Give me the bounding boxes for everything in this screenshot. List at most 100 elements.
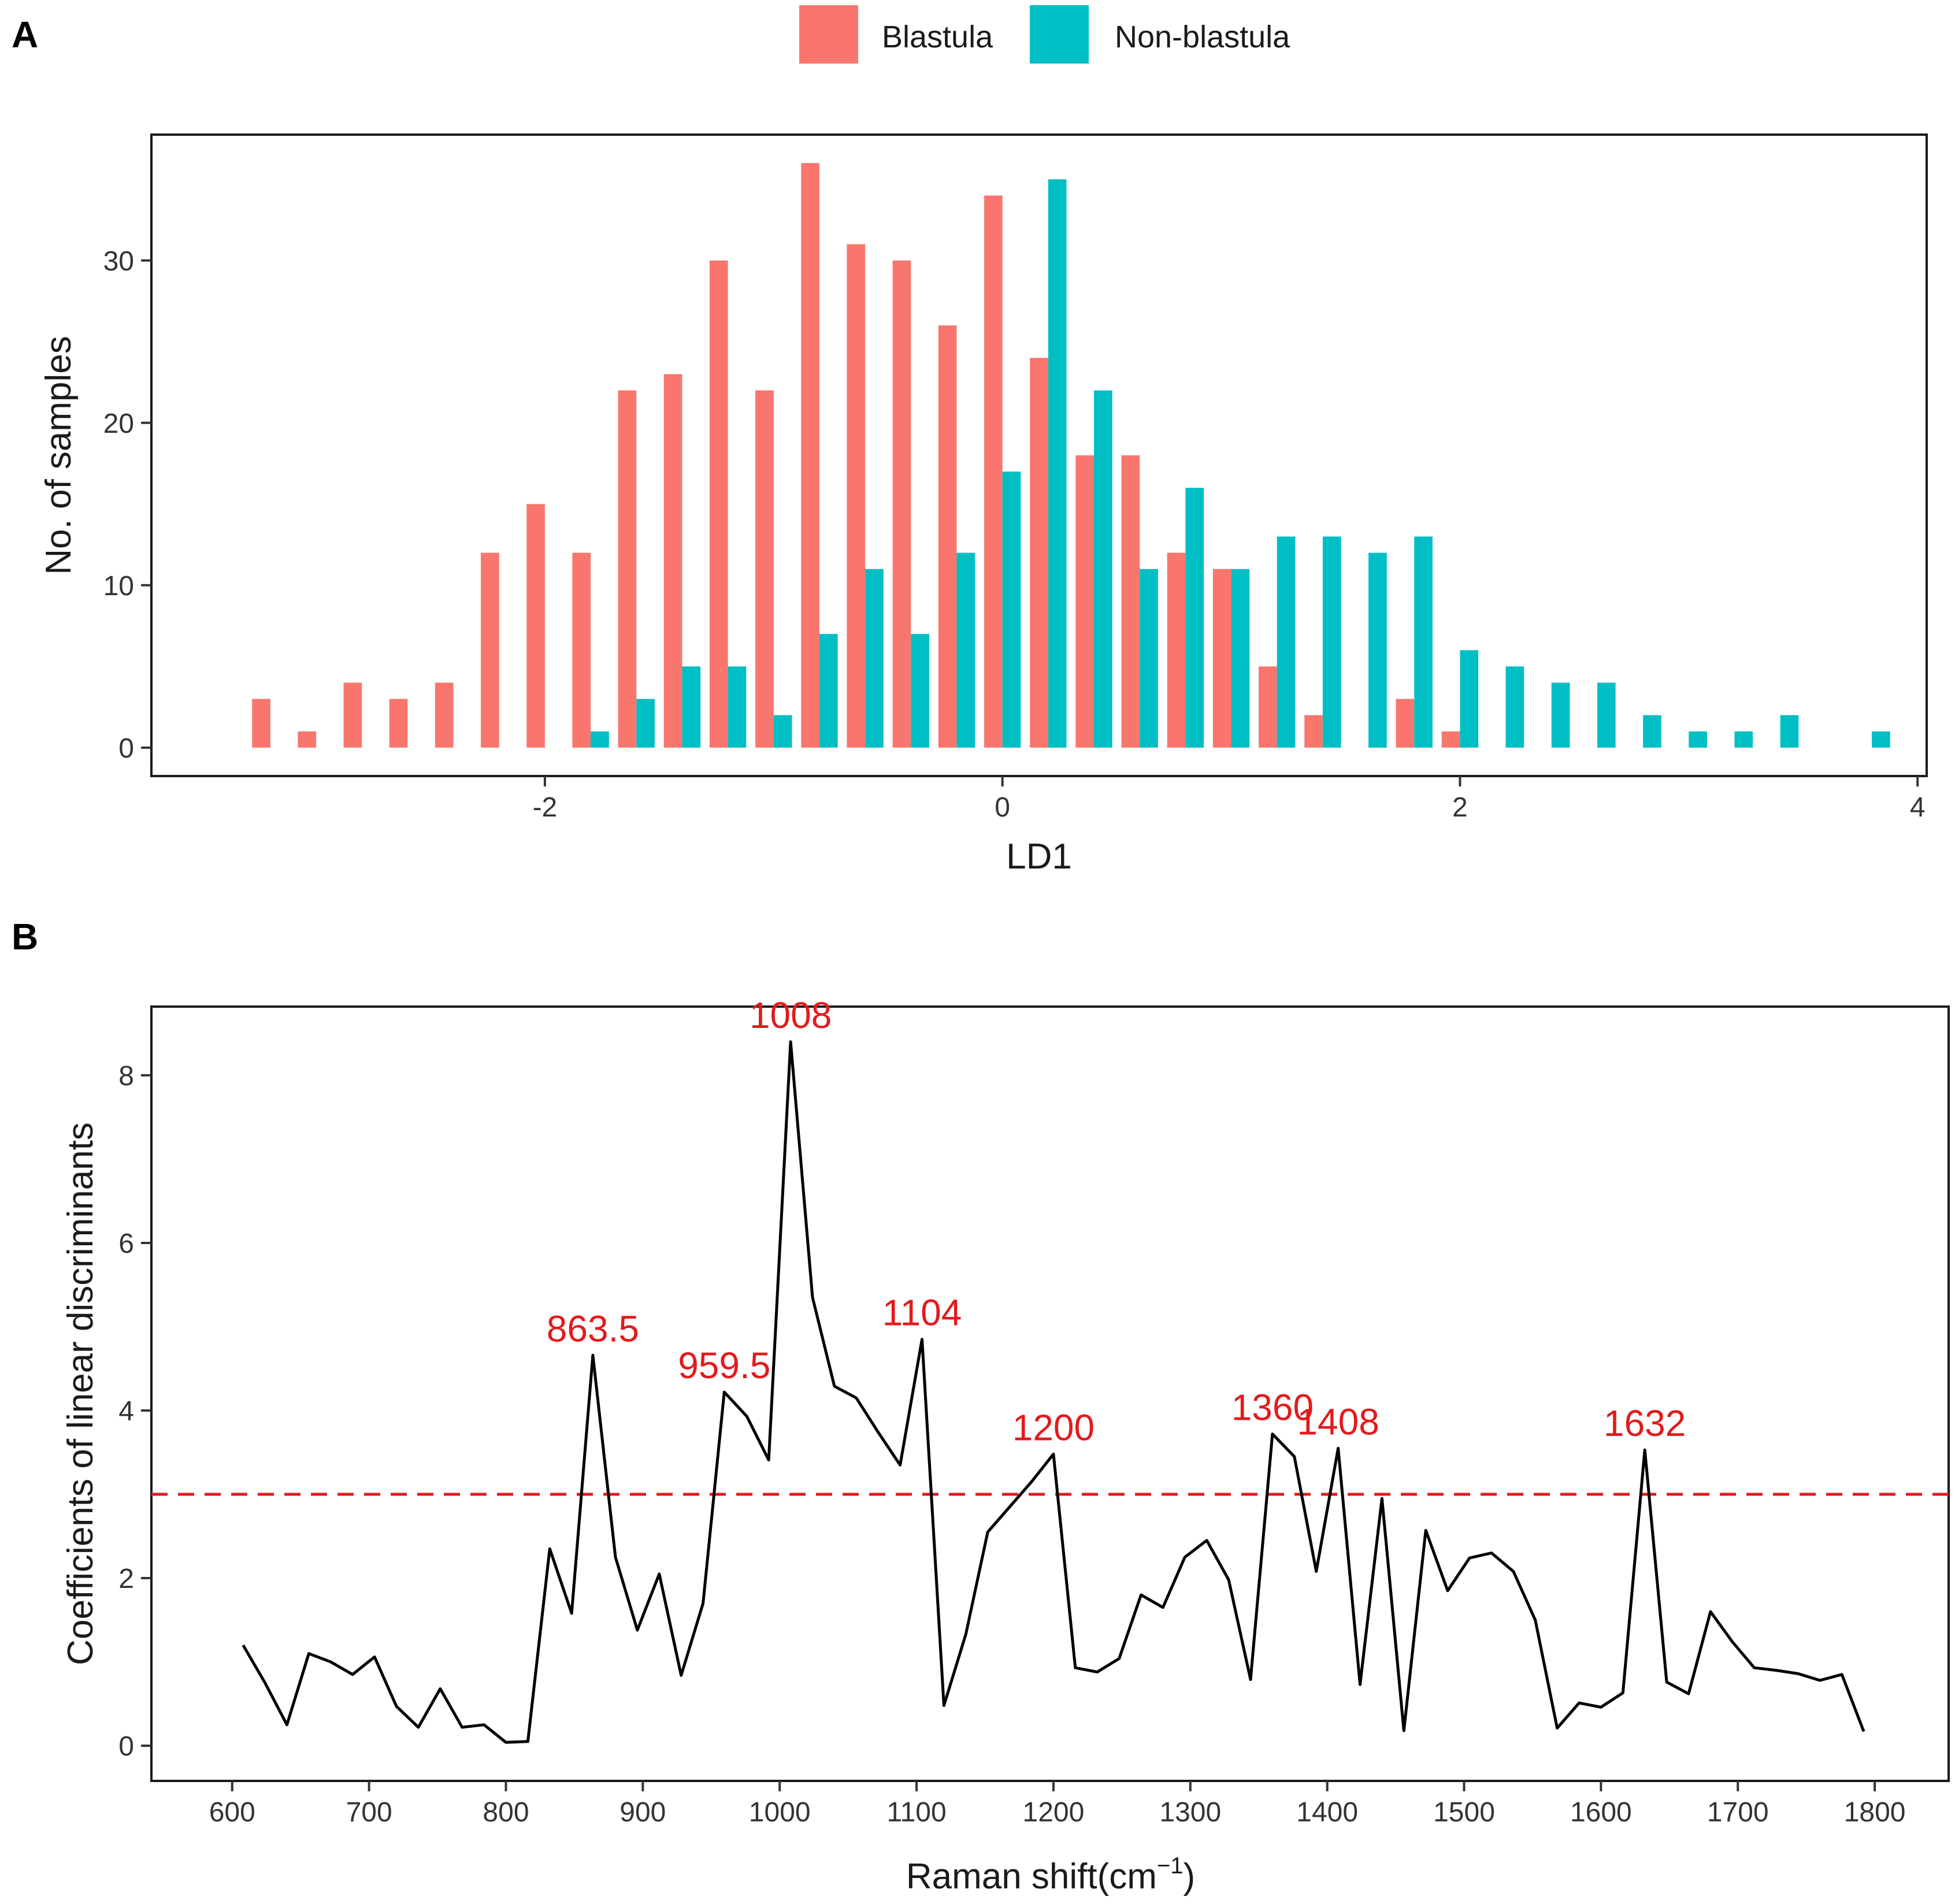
legend-label-blastula: Blastula (882, 20, 993, 54)
bar-blastula-3 (389, 699, 408, 748)
bar-blastula-15 (938, 325, 957, 748)
x-tick-label-b: 1400 (1296, 1797, 1358, 1828)
bar-blastula-22 (1259, 666, 1277, 748)
bar-non-blastula-18 (1414, 536, 1433, 748)
bar-blastula-4 (435, 682, 454, 748)
bar-blastula-20 (1167, 552, 1186, 748)
x-tick-label-a: 2 (1452, 792, 1468, 823)
x-tick-label-b: 1000 (749, 1797, 811, 1828)
x-tick-label-b: 900 (619, 1797, 666, 1828)
y-tick-label-a: 30 (103, 246, 134, 277)
bar-blastula-2 (343, 682, 362, 748)
bar-non-blastula-1 (636, 699, 655, 748)
panel-label-b: B (12, 916, 38, 957)
y-tick-label-a: 20 (103, 409, 134, 439)
coefficients-line-layer (151, 1040, 1949, 1744)
panel-a-x-axis-title: LD1 (1006, 837, 1072, 877)
bar-non-blastula-8 (956, 552, 975, 748)
panel-a-axes: -2 0 2 4 0 10 20 30 (103, 246, 1926, 823)
x-tick-label-a: -2 (533, 792, 558, 823)
bar-non-blastula-15 (1277, 536, 1296, 748)
x-axis-title-superscript: −1 (1157, 1853, 1184, 1879)
panel-b-y-axis-title: Coefficients of linear discriminants (61, 1122, 101, 1665)
legend-label-non-blastula: Non-blastula (1115, 20, 1290, 54)
peak-label-959-5: 959.5 (678, 1345, 770, 1386)
bar-blastula-13 (847, 244, 866, 748)
bar-non-blastula-13 (1185, 488, 1204, 748)
peak-label-1200: 1200 (1012, 1406, 1095, 1448)
x-tick-label-b: 600 (209, 1797, 255, 1828)
bar-non-blastula-6 (865, 569, 884, 748)
y-tick-label-a: 10 (103, 571, 134, 602)
y-tick-label-b: 4 (118, 1396, 134, 1427)
y-tick-label-b: 2 (118, 1564, 134, 1594)
y-tick-label-b: 8 (118, 1061, 134, 1092)
y-tick-label-b: 6 (118, 1228, 134, 1259)
panel-b-x-axis-title: Raman shift(cm−1) (906, 1853, 1195, 1896)
legend: Blastula Non-blastula (799, 5, 1290, 64)
panel-label-a: A (12, 14, 38, 55)
bar-non-blastula-5 (819, 634, 838, 748)
bar-non-blastula-9 (1002, 472, 1021, 748)
y-tick-label-b: 0 (118, 1731, 134, 1762)
peak-label-1632: 1632 (1604, 1402, 1686, 1444)
x-tick-label-b: 800 (483, 1797, 529, 1828)
panel-a-frame (150, 133, 1928, 777)
legend-swatch-blastula (799, 5, 858, 64)
bar-non-blastula-21 (1551, 682, 1570, 748)
x-tick-label-a: 4 (1910, 792, 1926, 823)
bar-non-blastula-20 (1505, 666, 1524, 748)
x-tick-label-b: 1200 (1023, 1797, 1085, 1828)
bar-blastula-11 (755, 390, 774, 748)
bar-blastula-8 (618, 390, 637, 748)
bar-blastula-9 (663, 374, 682, 748)
bar-blastula-12 (801, 163, 819, 748)
bar-non-blastula-12 (1140, 569, 1158, 748)
panel-b-frame (150, 1005, 1950, 1782)
bar-blastula-24 (1396, 699, 1415, 748)
bar-non-blastula-14 (1231, 569, 1250, 748)
bar-non-blastula-0 (591, 731, 609, 748)
x-axis-title-close: ) (1184, 1857, 1196, 1896)
y-tick-label-a: 0 (118, 733, 134, 764)
bar-blastula-21 (1212, 569, 1231, 748)
bar-non-blastula-17 (1368, 552, 1387, 748)
peak-label-863-5: 863.5 (547, 1308, 639, 1349)
bar-non-blastula-25 (1734, 731, 1753, 748)
peak-label-1360: 1360 (1231, 1387, 1314, 1428)
x-tick-label-b: 1700 (1707, 1797, 1769, 1828)
x-axis-title-main: Raman shift(cm (906, 1857, 1157, 1896)
panel-a-y-axis-title: No. of samples (39, 336, 79, 575)
x-tick-label-b: 700 (346, 1797, 392, 1828)
bar-non-blastula-10 (1048, 179, 1067, 748)
bar-blastula-5 (481, 552, 499, 748)
bar-blastula-19 (1121, 455, 1140, 748)
bar-non-blastula-23 (1643, 715, 1661, 748)
x-tick-label-a: 0 (995, 792, 1010, 823)
bar-blastula-1 (298, 731, 317, 748)
bar-blastula-10 (709, 260, 728, 748)
bar-blastula-18 (1075, 455, 1095, 748)
coefficients-panel: 600 700 800 900 1000 1100 1200 1300 1400 1500 1600… (61, 994, 1950, 1896)
histogram-panel: -2 0 2 4 0 10 20 30 LD1 No. of samples (39, 133, 1928, 877)
bar-non-blastula-3 (728, 666, 747, 748)
bar-blastula-6 (526, 504, 545, 748)
bar-blastula-23 (1304, 715, 1323, 748)
bar-blastula-17 (1030, 358, 1048, 748)
bar-non-blastula-26 (1780, 715, 1799, 748)
bar-blastula-16 (984, 195, 1003, 748)
bar-non-blastula-24 (1689, 731, 1707, 748)
x-tick-label-b: 1600 (1570, 1797, 1632, 1828)
bar-non-blastula-11 (1094, 390, 1112, 748)
bar-blastula-0 (252, 699, 270, 748)
coefficients-line (242, 1040, 1865, 1744)
x-tick-label-b: 1800 (1844, 1797, 1906, 1828)
bar-non-blastula-19 (1460, 650, 1479, 748)
x-tick-label-b: 1500 (1433, 1797, 1495, 1828)
bar-non-blastula-27 (1871, 731, 1890, 748)
bar-blastula-25 (1441, 731, 1460, 748)
peak-label-1408: 1408 (1297, 1401, 1379, 1442)
panel-b-axes: 600 700 800 900 1000 1100 1200 1300 1400 1500 1600… (118, 1061, 1905, 1828)
